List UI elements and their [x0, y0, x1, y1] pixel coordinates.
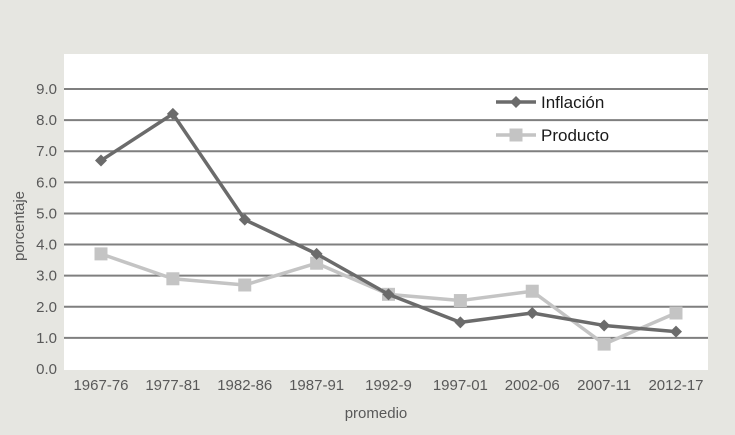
- legend-label: Producto: [541, 126, 609, 145]
- data-point: [95, 154, 107, 167]
- data-point: [453, 294, 467, 308]
- data-point: [526, 307, 539, 319]
- data-point: [454, 316, 467, 329]
- x-axis-ticks: 1967-76 1977-81 1982-86 1987-91 1992-9 1997-0…: [73, 377, 703, 394]
- data-point: [525, 284, 539, 298]
- y-tick-label: 0.0: [36, 361, 57, 378]
- y-tick-label: 7.0: [36, 143, 57, 160]
- y-tick-label: 1.0: [36, 330, 57, 347]
- series-group: [94, 107, 683, 351]
- data-point: [310, 247, 323, 260]
- y-tick-label: 6.0: [36, 174, 57, 191]
- data-point: [238, 213, 251, 226]
- data-point: [166, 107, 179, 120]
- series-producto: [94, 247, 683, 351]
- plot-area: [64, 54, 708, 370]
- data-point: [669, 306, 683, 320]
- y-axis-ticks: 0.0 1.0 2.0 3.0 4.0 5.0 6.0 7.0 8.0 9.0: [36, 81, 57, 378]
- x-tick-label: 2002-06: [505, 377, 560, 394]
- legend-marker: [510, 96, 522, 108]
- y-tick-label: 4.0: [36, 237, 57, 254]
- y-tick-label: 8.0: [36, 112, 57, 129]
- x-tick-label: 1997-01: [433, 377, 488, 394]
- legend: Inflación Producto: [496, 93, 609, 145]
- x-tick-label: 1977-81: [145, 377, 200, 394]
- x-tick-label: 2012-17: [648, 377, 703, 394]
- data-point: [597, 337, 611, 351]
- x-tick-label: 1967-76: [73, 377, 128, 394]
- y-tick-label: 9.0: [36, 81, 57, 98]
- data-point: [94, 247, 108, 261]
- legend-marker: [509, 128, 523, 142]
- x-axis-title: promedio: [345, 405, 408, 422]
- y-axis-title: porcentaje: [11, 191, 28, 261]
- x-tick-label: 1987-91: [289, 377, 344, 394]
- legend-item-inflación: Inflación: [496, 93, 604, 112]
- y-tick-label: 2.0: [36, 299, 57, 316]
- data-point: [382, 288, 395, 301]
- data-point: [310, 256, 324, 270]
- x-tick-label: 1992-9: [365, 377, 412, 394]
- data-point: [598, 319, 611, 332]
- data-point: [238, 278, 252, 292]
- y-tick-label: 5.0: [36, 205, 57, 222]
- legend-item-producto: Producto: [496, 126, 609, 145]
- y-tick-label: 3.0: [36, 268, 57, 285]
- data-point: [670, 325, 682, 338]
- data-point: [166, 272, 180, 286]
- legend-label: Inflación: [541, 93, 604, 112]
- series-inflación: [95, 107, 682, 338]
- x-tick-label: 2007-11: [577, 377, 631, 394]
- x-tick-label: 1982-86: [217, 377, 272, 394]
